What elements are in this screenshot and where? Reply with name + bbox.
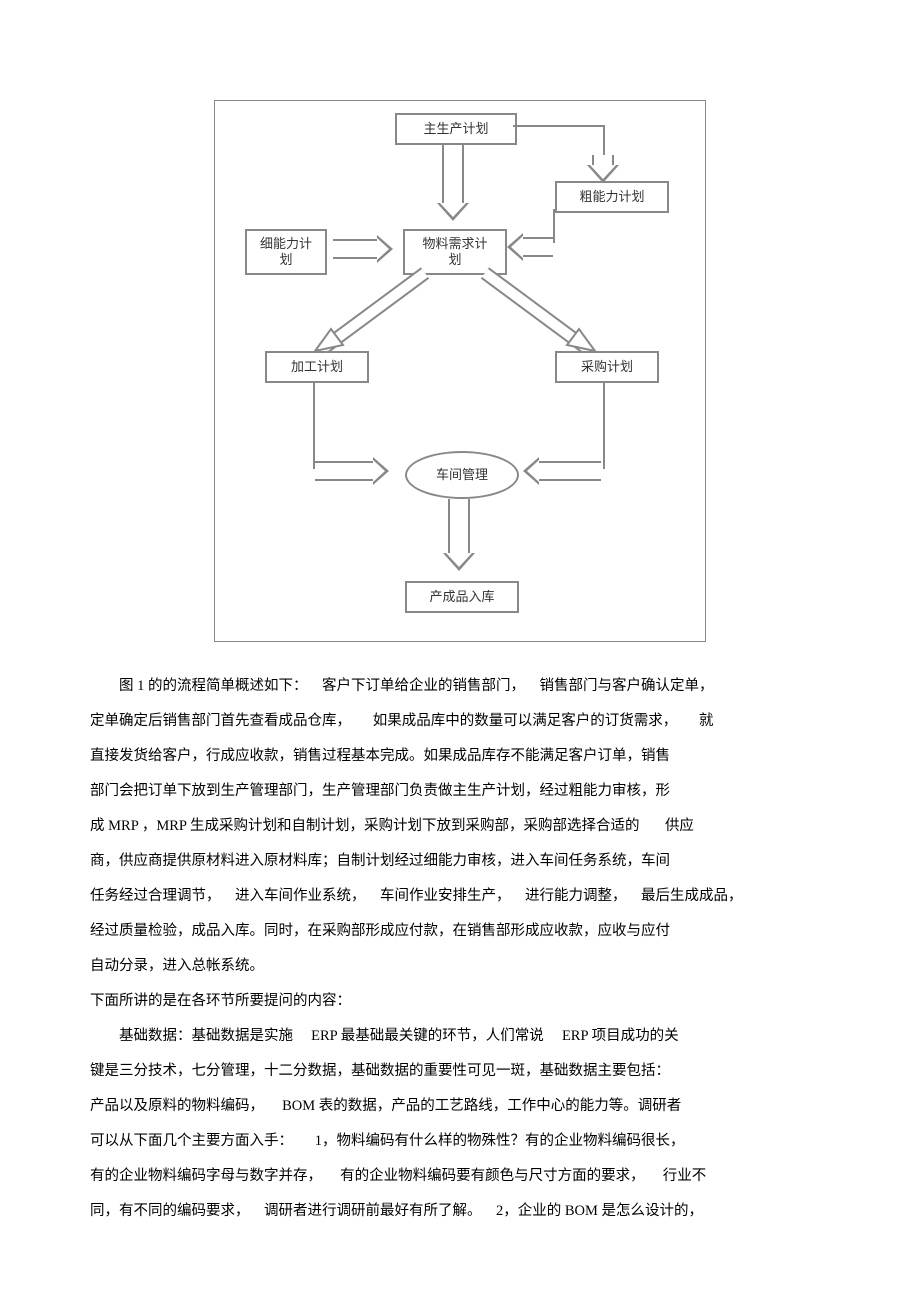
connector — [513, 125, 603, 127]
text-segment: 进行能力调整， — [525, 888, 627, 904]
arrow — [333, 235, 393, 263]
node-label: 产成品入库 — [429, 589, 494, 605]
text-segment: 产品以及原料的物料编码， — [90, 1098, 264, 1114]
text-segment: 如果成品库中的数量可以满足客户的订货需求， — [373, 713, 678, 729]
text-segment: 有的企业物料编码要有颜色与尺寸方面的要求， — [340, 1168, 645, 1184]
node-label: 车间管理 — [436, 467, 488, 483]
text-segment: 可以从下面几个主要方面入手： — [90, 1133, 293, 1149]
body-text: 图 1 的的流程简单概述如下： 客户下订单给企业的销售部门， 销售部门与客户确认… — [90, 672, 830, 1226]
arrow — [437, 145, 469, 221]
arrow — [315, 457, 389, 485]
paragraph: 经过质量检验，成品入库。同时，在采购部形成应付款，在销售部形成应收款，应收与应付 — [90, 917, 830, 946]
paragraph: 基础数据：基础数据是实施 ERP 最基础最关键的环节，人们常说 ERP 项目成功… — [90, 1022, 830, 1051]
paragraph: 同，有不同的编码要求， 调研者进行调研前最好有所了解。 2，企业的 BOM 是怎… — [90, 1197, 830, 1226]
text-segment: 进入车间作业系统， — [235, 888, 366, 904]
node-label: 粗能力计划 — [579, 189, 644, 205]
node-master-plan: 主生产计划 — [395, 113, 517, 145]
paragraph: 可以从下面几个主要方面入手： 1，物料编码有什么样的物殊性？有的企业物料编码很长… — [90, 1127, 830, 1156]
text-segment: 行业不 — [663, 1168, 707, 1184]
connector — [313, 381, 315, 469]
text-segment: ERP 项目成功的关 — [562, 1028, 679, 1044]
paragraph: 图 1 的的流程简单概述如下： 客户下订单给企业的销售部门， 销售部门与客户确认… — [90, 672, 830, 701]
arrow — [523, 457, 601, 485]
text-segment: 车间作业安排生产， — [380, 888, 511, 904]
text-segment: BOM 表的数据，产品的工艺路线，工作中心的能力等。调研者 — [282, 1098, 681, 1114]
node-label: 采购计划 — [581, 359, 633, 375]
paragraph: 自动分录，进入总帐系统。 — [90, 952, 830, 981]
text-segment: 有的企业物料编码字母与数字并存， — [90, 1168, 322, 1184]
paragraph: 成 MRP ，MRP 生成采购计划和自制计划，采购计划下放到采购部，采购部选择合… — [90, 812, 830, 841]
node-processing-plan: 加工计划 — [265, 351, 369, 383]
node-label: 细能力计 划 — [260, 236, 312, 267]
paragraph: 产品以及原料的物料编码， BOM 表的数据，产品的工艺路线，工作中心的能力等。调… — [90, 1092, 830, 1121]
paragraph: 部门会把订单下放到生产管理部门，生产管理部门负责做主生产计划，经过粗能力审核，形 — [90, 777, 830, 806]
text-segment: 同，有不同的编码要求， — [90, 1203, 250, 1219]
text-segment: 供应 — [665, 818, 694, 834]
node-workshop-mgmt: 车间管理 — [405, 451, 519, 499]
paragraph: 下面所讲的是在各环节所要提问的内容： — [90, 987, 830, 1016]
paragraph: 直接发货给客户，行成应收款，销售过程基本完成。如果成品库存不能满足客户订单，销售 — [90, 742, 830, 771]
arrow — [507, 233, 553, 261]
text-segment: 2，企业的 BOM 是怎么设计的， — [496, 1203, 703, 1219]
text-segment: 就 — [699, 713, 714, 729]
node-finished-goods: 产成品入库 — [405, 581, 519, 613]
connector — [603, 381, 605, 469]
arrow — [443, 499, 475, 571]
paragraph: 商，供应商提供原材料进入原材料库；自制计划经过细能力审核，进入车间任务系统，车间 — [90, 847, 830, 876]
connector — [553, 209, 555, 243]
connector — [603, 125, 605, 155]
text-segment: 最后生成成品， — [641, 888, 743, 904]
text-segment: ERP 最基础最关键的环节，人们常说 — [311, 1028, 544, 1044]
node-label: 物料需求计 划 — [422, 236, 487, 267]
text-segment: 调研者进行调研前最好有所了解。 — [264, 1203, 482, 1219]
text-segment: 定单确定后销售部门首先查看成品仓库， — [90, 713, 351, 729]
node-rough-capacity: 粗能力计划 — [555, 181, 669, 213]
paragraph: 有的企业物料编码字母与数字并存， 有的企业物料编码要有颜色与尺寸方面的要求， 行… — [90, 1162, 830, 1191]
text-segment: 图 1 的的流程简单概述如下： — [119, 678, 308, 694]
node-mrp: 物料需求计 划 — [403, 229, 507, 275]
flowchart-diagram: 主生产计划 粗能力计划 细能力计 划 物料需求计 划 — [214, 100, 706, 642]
paragraph: 任务经过合理调节， 进入车间作业系统， 车间作业安排生产， 进行能力调整， 最后… — [90, 882, 830, 911]
node-label: 主生产计划 — [423, 121, 488, 137]
text-segment: 成 MRP ，MRP 生成采购计划和自制计划，采购计划下放到采购部，采购部选择合… — [90, 818, 640, 834]
node-purchase-plan: 采购计划 — [555, 351, 659, 383]
arrow — [587, 155, 619, 183]
node-fine-capacity: 细能力计 划 — [245, 229, 327, 275]
text-segment: 基础数据：基础数据是实施 — [119, 1028, 293, 1044]
paragraph: 定单确定后销售部门首先查看成品仓库， 如果成品库中的数量可以满足客户的订货需求，… — [90, 707, 830, 736]
text-segment: 任务经过合理调节， — [90, 888, 221, 904]
node-label: 加工计划 — [291, 359, 343, 375]
text-segment: 销售部门与客户确认定单， — [540, 678, 714, 694]
paragraph: 键是三分技术，七分管理，十二分数据，基础数据的重要性可见一斑，基础数据主要包括： — [90, 1057, 830, 1086]
text-segment: 1，物料编码有什么样的物殊性？有的企业物料编码很长， — [315, 1133, 685, 1149]
text-segment: 客户下订单给企业的销售部门， — [322, 678, 525, 694]
